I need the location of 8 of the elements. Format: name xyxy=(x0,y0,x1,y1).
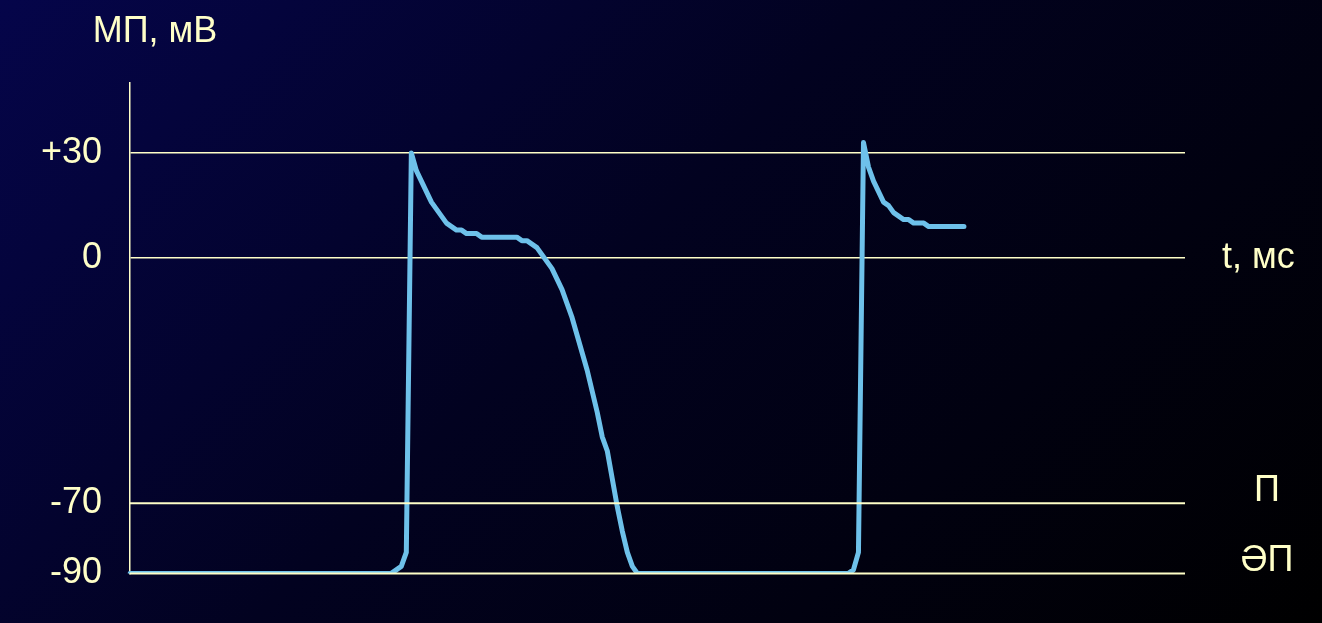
y-tick-label: -70 xyxy=(49,480,102,522)
y-axis-title: МП, мВ xyxy=(92,8,218,50)
ref-line-label: ӘП xyxy=(1240,538,1294,580)
y-tick-label: 0 xyxy=(81,235,102,277)
ref-line-label: П xyxy=(1254,468,1280,510)
y-tick-label: -90 xyxy=(49,550,102,592)
y-tick-label: +30 xyxy=(40,129,102,171)
x-axis-title: t, мс xyxy=(1222,235,1295,277)
